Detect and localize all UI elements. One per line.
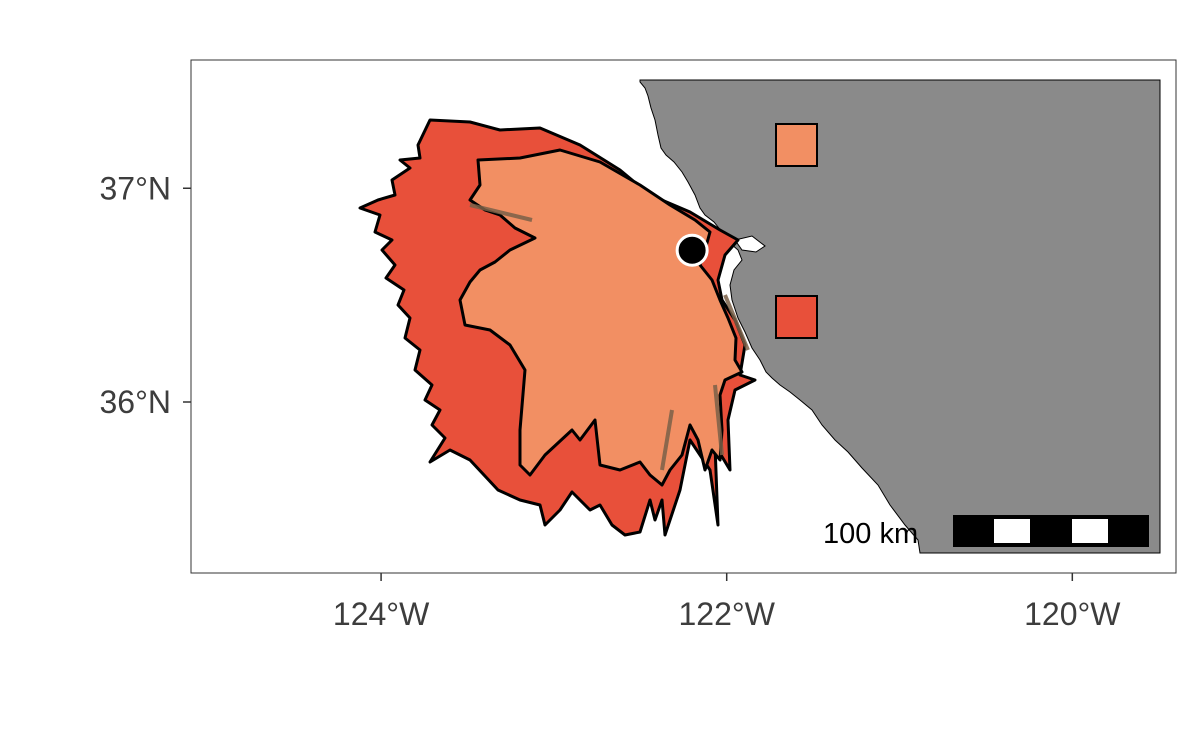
y-tick-label: 37°N bbox=[100, 170, 172, 206]
shading-line bbox=[723, 294, 750, 351]
map-frame bbox=[190, 59, 1177, 574]
y-tick-label: 36°N bbox=[100, 384, 172, 420]
x-tick-label: 120°W bbox=[1024, 596, 1121, 632]
shading-line bbox=[469, 203, 533, 222]
scale-bar bbox=[953, 515, 1149, 547]
station-marker bbox=[675, 233, 709, 267]
x-tick-label: 122°W bbox=[679, 596, 776, 632]
shading-line bbox=[713, 384, 724, 456]
bay-water bbox=[734, 235, 766, 253]
shading-line bbox=[660, 409, 674, 471]
legend-swatch-upper bbox=[775, 123, 818, 167]
scale-bar-label: 100 km bbox=[823, 518, 918, 550]
x-tick-label: 124°W bbox=[333, 596, 430, 632]
y-axis: 37°N 36°N bbox=[100, 170, 191, 420]
legend-swatch-lower bbox=[775, 295, 818, 339]
x-axis: 124°W 122°W 120°W bbox=[333, 573, 1121, 632]
land-mass bbox=[639, 79, 1161, 554]
